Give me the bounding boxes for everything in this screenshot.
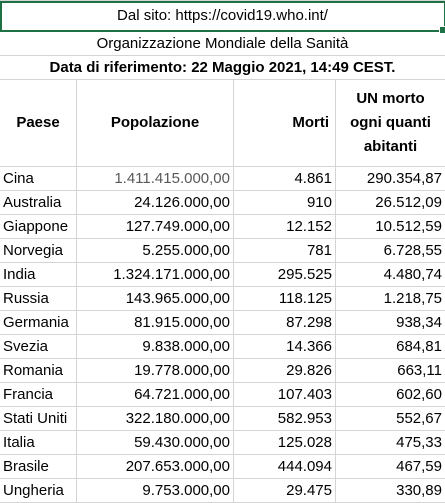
ratio-cell[interactable]: 552,67 — [336, 407, 445, 431]
deaths-cell[interactable]: 14.366 — [234, 335, 336, 359]
deaths-cell[interactable]: 444.094 — [234, 455, 336, 479]
ratio-cell[interactable]: 938,34 — [336, 311, 445, 335]
country-cell[interactable]: Stati Uniti — [0, 407, 77, 431]
country-cell[interactable]: Cina — [0, 167, 77, 191]
country-cell[interactable]: India — [0, 263, 77, 287]
column-header-country[interactable]: Paese — [0, 80, 77, 167]
country-cell[interactable]: Ungheria — [0, 479, 77, 503]
ratio-cell[interactable]: 1.218,75 — [336, 287, 445, 311]
ratio-cell[interactable]: 10.512,59 — [336, 215, 445, 239]
country-cell[interactable]: Francia — [0, 383, 77, 407]
population-cell[interactable]: 9.838.000,00 — [77, 335, 234, 359]
deaths-cell[interactable]: 125.028 — [234, 431, 336, 455]
country-cell[interactable]: Russia — [0, 287, 77, 311]
ratio-cell[interactable]: 684,81 — [336, 335, 445, 359]
country-cell[interactable]: Norvegia — [0, 239, 77, 263]
ratio-cell[interactable]: 26.512,09 — [336, 191, 445, 215]
population-cell[interactable]: 1.324.171.000,00 — [77, 263, 234, 287]
deaths-cell[interactable]: 29.475 — [234, 479, 336, 503]
organization-cell[interactable]: Organizzazione Mondiale della Sanità — [0, 32, 445, 56]
country-cell[interactable]: Brasile — [0, 455, 77, 479]
deaths-cell[interactable]: 910 — [234, 191, 336, 215]
ratio-cell[interactable]: 290.354,87 — [336, 167, 445, 191]
country-cell[interactable]: Italia — [0, 431, 77, 455]
country-cell[interactable]: Germania — [0, 311, 77, 335]
deaths-cell[interactable]: 29.826 — [234, 359, 336, 383]
country-cell[interactable]: Svezia — [0, 335, 77, 359]
country-cell[interactable]: Australia — [0, 191, 77, 215]
population-cell[interactable]: 5.255.000,00 — [77, 239, 234, 263]
population-cell[interactable]: 1.411.415.000,00 — [77, 167, 234, 191]
population-cell[interactable]: 322.180.000,00 — [77, 407, 234, 431]
reference-date-cell[interactable]: Data di riferimento: 22 Maggio 2021, 14:… — [0, 56, 445, 80]
column-header-ratio[interactable]: UN morto ogni quanti abitanti — [336, 80, 445, 167]
ratio-cell[interactable]: 663,11 — [336, 359, 445, 383]
deaths-cell[interactable]: 4.861 — [234, 167, 336, 191]
ratio-cell[interactable]: 4.480,74 — [336, 263, 445, 287]
population-cell[interactable]: 24.126.000,00 — [77, 191, 234, 215]
deaths-cell[interactable]: 582.953 — [234, 407, 336, 431]
deaths-cell[interactable]: 107.403 — [234, 383, 336, 407]
deaths-cell[interactable]: 118.125 — [234, 287, 336, 311]
deaths-cell[interactable]: 12.152 — [234, 215, 336, 239]
column-header-population[interactable]: Popolazione — [77, 80, 234, 167]
population-cell[interactable]: 127.749.000,00 — [77, 215, 234, 239]
selection-fill-handle[interactable] — [439, 26, 445, 34]
deaths-cell[interactable]: 87.298 — [234, 311, 336, 335]
population-cell[interactable]: 81.915.000,00 — [77, 311, 234, 335]
country-cell[interactable]: Giappone — [0, 215, 77, 239]
deaths-cell[interactable]: 295.525 — [234, 263, 336, 287]
population-cell[interactable]: 207.653.000,00 — [77, 455, 234, 479]
source-cell[interactable]: Dal sito: https://covid19.who.int/ — [0, 1, 445, 32]
population-cell[interactable]: 19.778.000,00 — [77, 359, 234, 383]
column-header-deaths[interactable]: Morti — [234, 80, 336, 167]
population-cell[interactable]: 64.721.000,00 — [77, 383, 234, 407]
country-cell[interactable]: Romania — [0, 359, 77, 383]
ratio-cell[interactable]: 6.728,55 — [336, 239, 445, 263]
ratio-cell[interactable]: 475,33 — [336, 431, 445, 455]
deaths-cell[interactable]: 781 — [234, 239, 336, 263]
population-cell[interactable]: 9.753.000,00 — [77, 479, 234, 503]
population-cell[interactable]: 143.965.000,00 — [77, 287, 234, 311]
ratio-cell[interactable]: 330,89 — [336, 479, 445, 503]
ratio-cell[interactable]: 467,59 — [336, 455, 445, 479]
population-cell[interactable]: 59.430.000,00 — [77, 431, 234, 455]
ratio-cell[interactable]: 602,60 — [336, 383, 445, 407]
